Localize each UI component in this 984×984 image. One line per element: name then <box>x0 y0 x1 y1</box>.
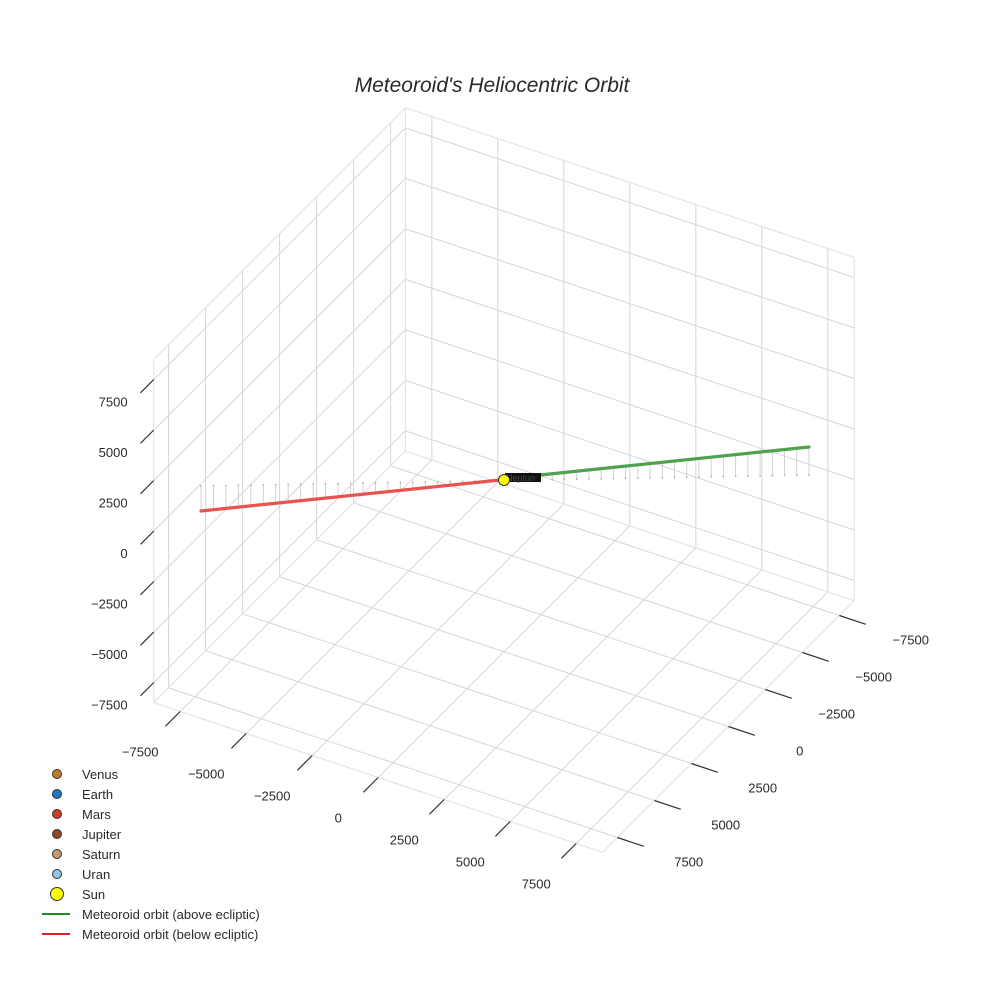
tick-label: 7500 <box>522 876 551 891</box>
legend-label: Saturn <box>82 846 121 862</box>
tick-label: 5000 <box>456 854 485 869</box>
legend-marker-icon <box>38 844 78 864</box>
tick-label: 0 <box>335 810 342 825</box>
legend-item-mars[interactable]: Mars <box>38 804 260 824</box>
legend-marker-icon <box>38 764 78 784</box>
tick-label: 2500 <box>390 832 419 847</box>
legend-label: Earth <box>82 786 114 802</box>
legend-line-icon <box>38 904 78 924</box>
legend-label: Jupiter <box>82 826 122 842</box>
legend-item-meteoroid-orbit-above-ecliptic[interactable]: Meteoroid orbit (above ecliptic) <box>38 904 260 924</box>
chart-title: Meteoroid's Heliocentric Orbit <box>354 74 630 97</box>
legend-label: Uran <box>82 866 111 882</box>
grid-layer <box>153 107 855 853</box>
tick-label: −7500 <box>892 632 929 647</box>
tick-label: 2500 <box>99 496 128 511</box>
tick-label: −5000 <box>855 669 892 684</box>
tick-label: −7500 <box>122 744 159 759</box>
tick-label: 7500 <box>674 854 703 869</box>
legend-line-icon <box>38 924 78 944</box>
tick-label: 2500 <box>748 780 777 795</box>
legend-item-uran[interactable]: Uran <box>38 864 260 884</box>
tick-label: −5000 <box>188 766 225 781</box>
tick-label: −2500 <box>91 597 128 612</box>
svg-text:Neptun: Neptun <box>506 473 535 483</box>
axis-ticks: −7500 −5000 −2500 0 2500 5000 7500 −7500 −5000 −2… <box>91 379 929 891</box>
tick-label: 0 <box>796 743 803 758</box>
legend-marker-icon <box>38 784 78 804</box>
tick-label: −7500 <box>91 698 128 713</box>
legend-label: Mars <box>82 806 111 822</box>
tick-label: −2500 <box>818 706 855 721</box>
tick-label: 7500 <box>99 395 128 410</box>
orbit-below-ecliptic-line[interactable] <box>199 478 502 513</box>
tick-label: −2500 <box>254 788 291 803</box>
legend-label: Sun <box>82 886 106 902</box>
legend-label: Meteoroid orbit (below ecliptic) <box>82 926 259 942</box>
tick-label: 5000 <box>99 445 128 460</box>
orbit-traces <box>199 445 811 513</box>
legend-item-saturn[interactable]: Saturn <box>38 844 260 864</box>
tick-label: −5000 <box>91 647 128 662</box>
legend-item-earth[interactable]: Earth <box>38 784 260 804</box>
orbit-drop-lines <box>200 447 810 511</box>
legend-item-venus[interactable]: Venus <box>38 764 260 784</box>
legend-item-meteoroid-orbit-below-ecliptic[interactable]: Meteoroid orbit (below ecliptic) <box>38 924 260 944</box>
tick-label: 0 <box>120 546 127 561</box>
legend-marker-icon <box>38 884 78 904</box>
legend-item-sun[interactable]: Sun <box>38 884 260 904</box>
tick-label: 5000 <box>711 817 740 832</box>
legend-label: Meteoroid orbit (above ecliptic) <box>82 906 260 922</box>
legend-label: Venus <box>82 766 119 782</box>
legend-marker-icon <box>38 824 78 844</box>
sun-marker[interactable] <box>498 474 510 486</box>
legend-marker-icon <box>38 804 78 824</box>
orbit-above-ecliptic-line[interactable] <box>538 445 811 477</box>
planet-labels-cluster: Neptun <box>505 473 541 483</box>
legend: Venus Earth Mars Jupiter Saturn Uran Sun Meteor… <box>38 764 260 944</box>
legend-item-jupiter[interactable]: Jupiter <box>38 824 260 844</box>
legend-marker-icon <box>38 864 78 884</box>
